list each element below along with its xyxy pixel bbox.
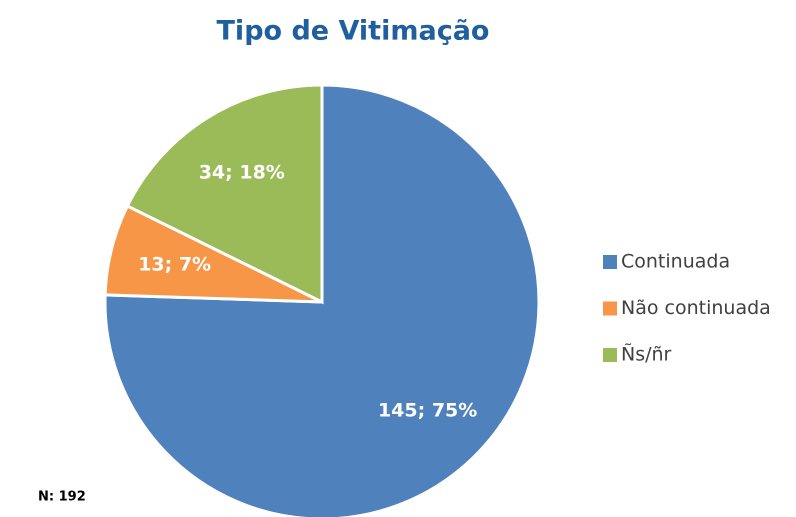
- legend-label: Não continuada: [621, 297, 771, 319]
- chart-title: Tipo de Vitimação: [217, 16, 490, 47]
- pie-slice: [125, 83, 324, 305]
- data-label: 34; 18%: [199, 162, 285, 184]
- data-label: 13; 7%: [138, 254, 211, 276]
- legend-swatch: [603, 301, 617, 316]
- legend-swatch: [603, 255, 617, 269]
- legend-swatch: [603, 348, 617, 362]
- legend-label: Ñs/ñr: [621, 343, 672, 366]
- data-label: 145; 75%: [378, 400, 477, 422]
- legend-label: Continuada: [621, 251, 730, 273]
- annotation: N: 192: [38, 490, 86, 505]
